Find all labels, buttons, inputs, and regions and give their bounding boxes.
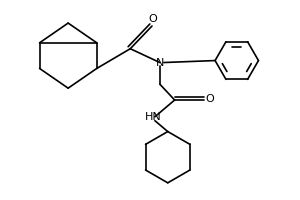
Text: O: O bbox=[148, 14, 157, 24]
Text: HN: HN bbox=[145, 112, 161, 122]
Text: O: O bbox=[206, 94, 214, 104]
Text: N: N bbox=[156, 58, 164, 68]
